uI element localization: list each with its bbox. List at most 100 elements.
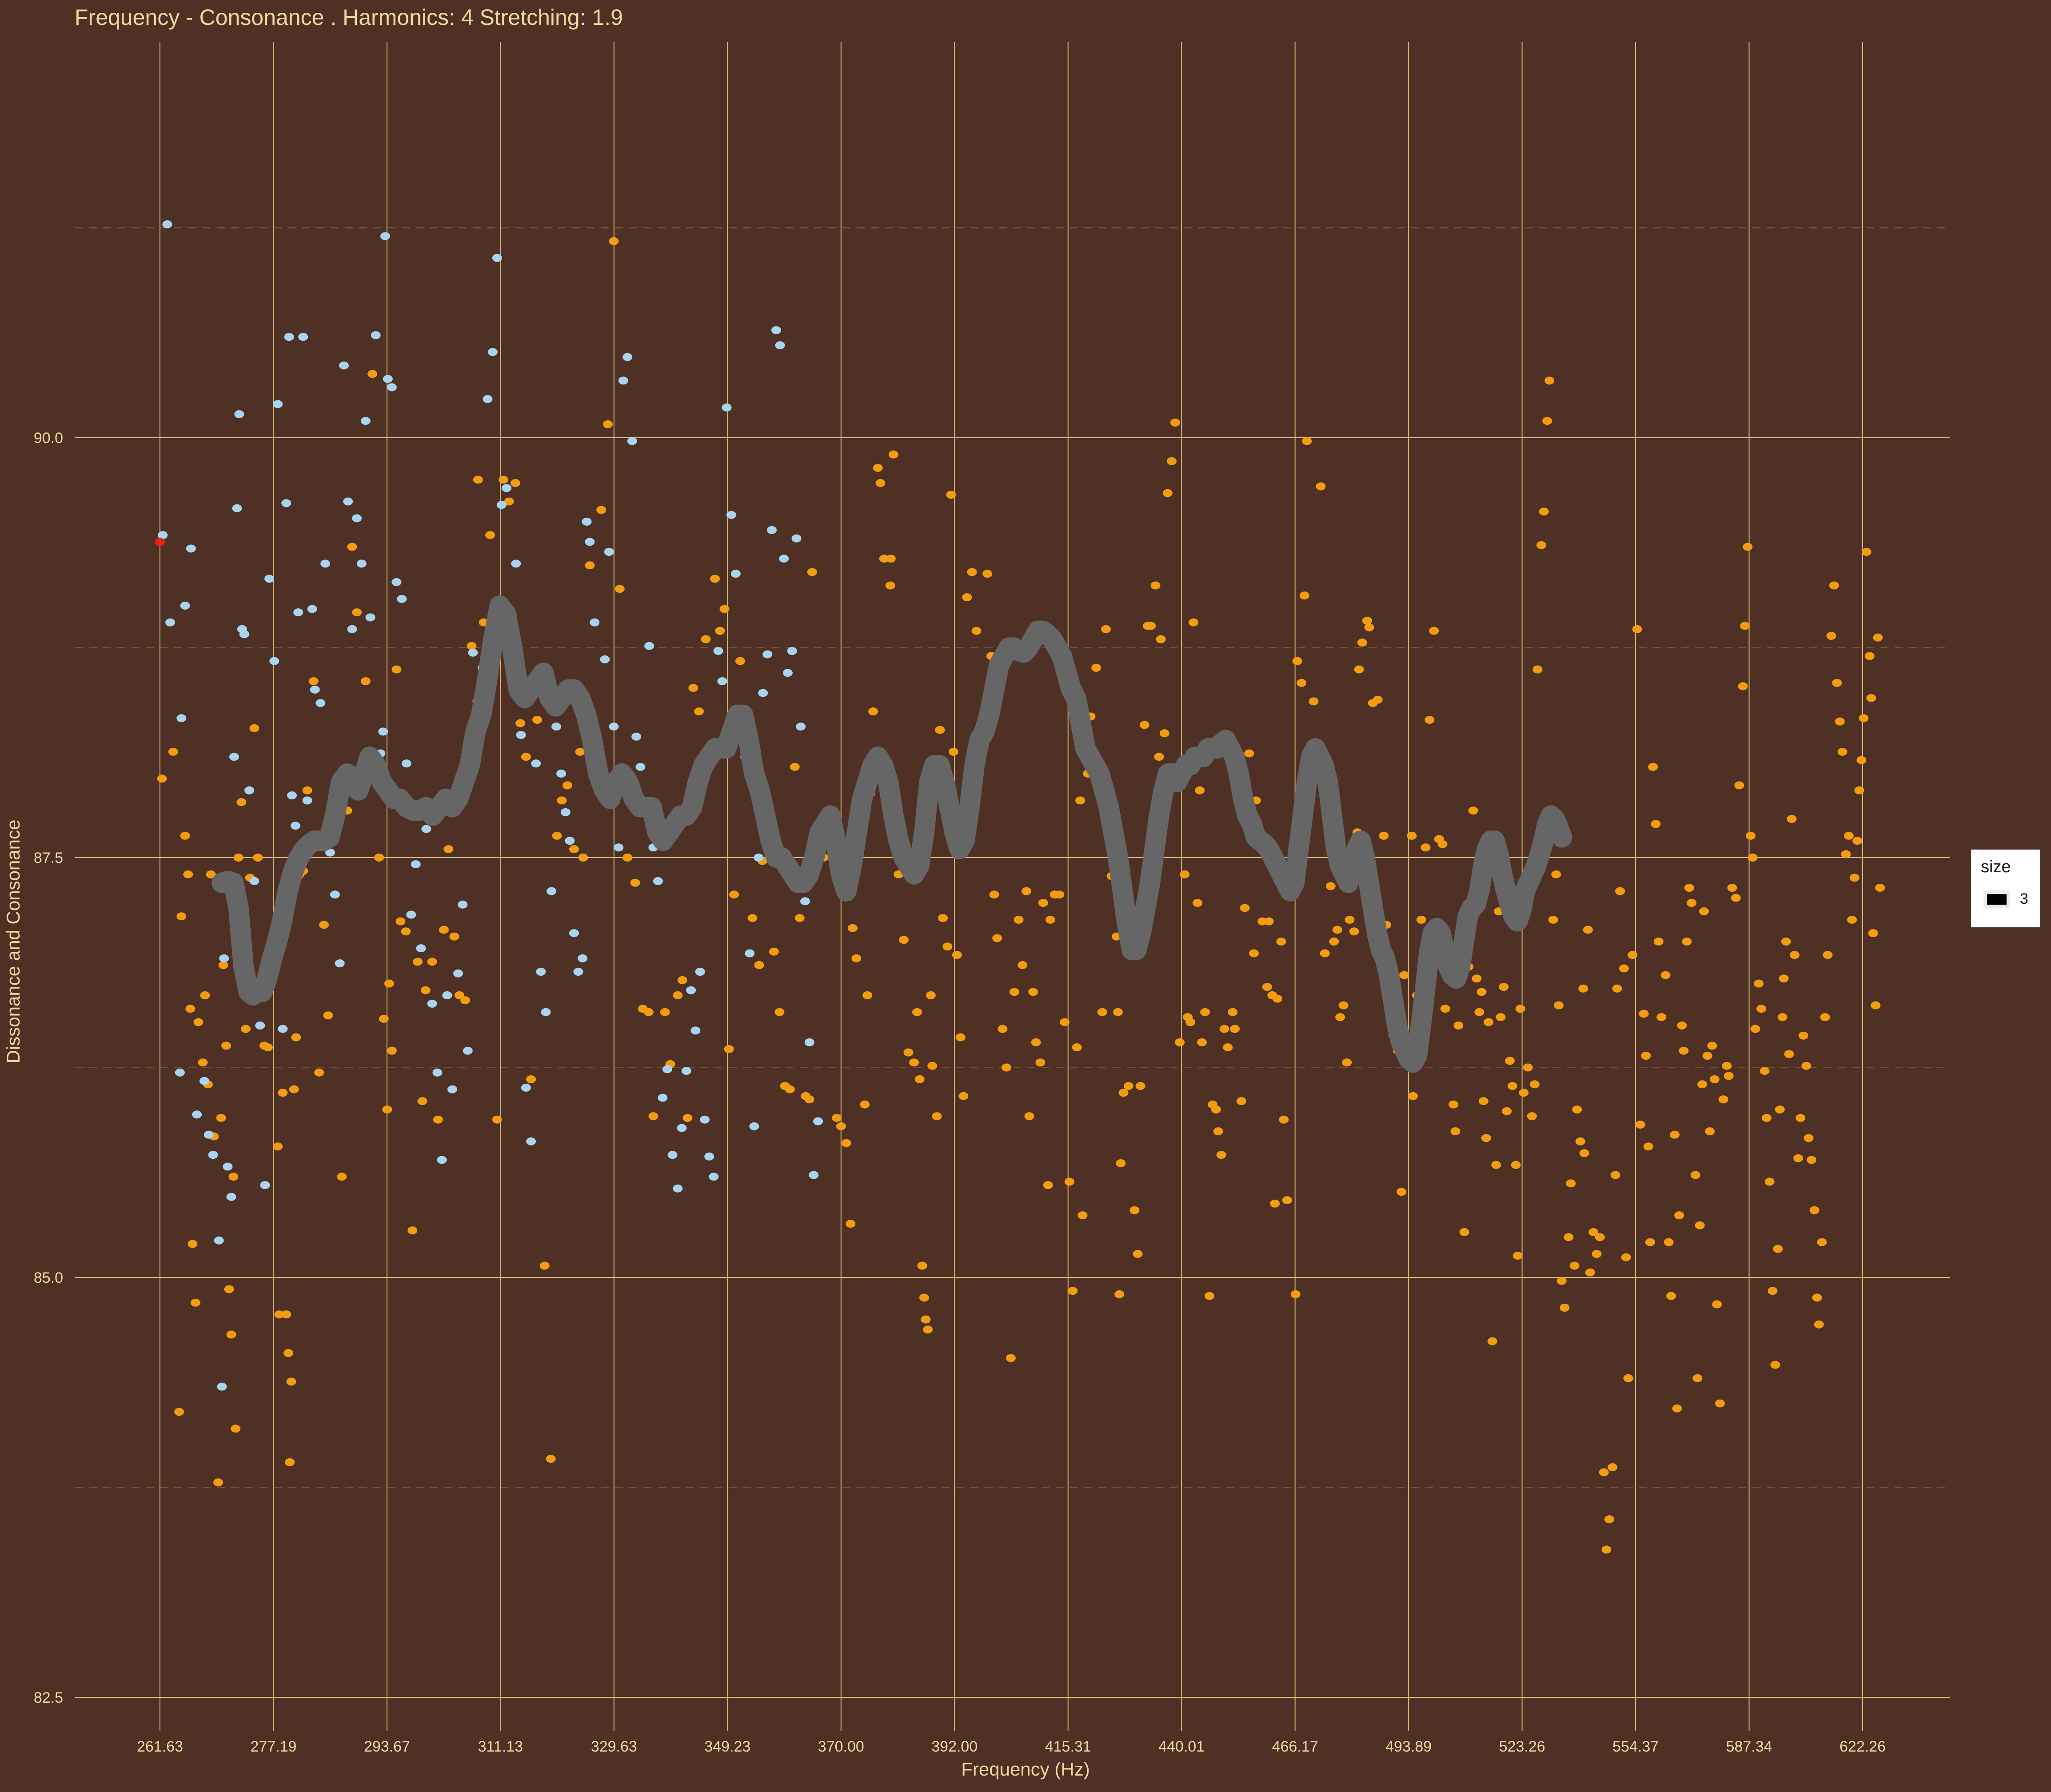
data-point-blue	[380, 232, 390, 240]
data-point-orange	[1746, 831, 1756, 840]
data-point-orange	[1185, 1018, 1196, 1026]
data-point-orange	[1859, 714, 1869, 722]
data-point-orange	[1674, 1211, 1684, 1220]
data-point-orange	[1672, 1404, 1682, 1413]
data-point-blue	[541, 1008, 551, 1016]
data-point-orange	[473, 475, 483, 484]
data-point-orange	[1532, 665, 1543, 674]
data-point-orange	[1425, 716, 1435, 724]
data-point-orange	[1653, 938, 1664, 946]
data-point-orange	[1189, 618, 1199, 627]
data-point-blue	[758, 689, 768, 697]
data-point-blue	[690, 1026, 701, 1035]
data-point-orange	[1702, 1052, 1712, 1060]
data-point-orange	[942, 942, 953, 951]
data-point-orange	[427, 958, 437, 966]
data-point-orange	[360, 677, 371, 686]
data-point-orange	[439, 926, 449, 934]
data-point-orange	[1666, 1292, 1676, 1300]
data-point-orange	[575, 747, 585, 756]
data-point-orange	[1738, 682, 1748, 690]
data-point-orange	[218, 961, 228, 969]
data-point-blue	[569, 929, 579, 938]
data-point-orange	[1197, 1038, 1207, 1046]
data-point-orange	[308, 677, 319, 686]
data-point-blue	[614, 843, 624, 852]
data-point-orange	[1450, 1127, 1460, 1136]
data-point-blue	[516, 731, 526, 739]
data-point-blue	[269, 657, 279, 665]
data-point-orange	[443, 845, 454, 854]
data-point-orange	[1116, 1159, 1126, 1167]
data-point-orange	[1781, 938, 1791, 946]
data-point-blue	[681, 1067, 691, 1075]
data-point-orange	[1244, 749, 1254, 758]
data-point-orange	[499, 475, 509, 484]
trend-line	[211, 595, 1572, 1073]
data-point-orange	[754, 961, 764, 969]
data-point-orange	[1592, 1250, 1602, 1258]
data-point-blue	[298, 333, 308, 341]
data-point-orange	[1871, 1001, 1881, 1010]
data-point-orange	[1329, 938, 1339, 946]
data-point-orange	[253, 854, 263, 862]
data-point-orange	[1823, 951, 1833, 959]
y-tick-label: 90.0	[34, 430, 63, 447]
data-point-orange	[1612, 984, 1622, 993]
trend-line-layer	[211, 595, 1572, 1073]
data-point-orange	[367, 370, 378, 378]
data-point-orange	[1707, 1042, 1717, 1050]
data-point-blue	[458, 900, 468, 909]
data-point-orange	[391, 665, 402, 674]
data-point-orange	[1585, 1268, 1595, 1277]
data-point-orange	[1724, 1072, 1734, 1080]
data-point-orange	[1554, 1001, 1564, 1010]
data-point-blue	[330, 890, 340, 899]
data-point-blue	[713, 647, 723, 655]
data-point-orange	[1236, 1097, 1246, 1106]
data-point-blue	[635, 762, 646, 771]
data-point-blue	[536, 968, 546, 976]
data-point-orange	[1240, 904, 1250, 912]
data-point-blue	[526, 1137, 536, 1145]
data-point-blue	[437, 1156, 447, 1164]
data-point-orange	[1354, 665, 1364, 674]
data-point-blue	[531, 759, 541, 768]
data-point-orange	[682, 1114, 693, 1122]
data-point-orange	[286, 1377, 296, 1386]
data-point-orange	[909, 1058, 919, 1067]
x-tick-label: 277.19	[251, 1738, 297, 1755]
data-point-blue	[796, 722, 806, 731]
data-point-orange	[1731, 894, 1741, 902]
data-point-blue	[199, 1077, 209, 1085]
data-point-blue	[273, 400, 283, 408]
data-point-orange	[1150, 581, 1161, 590]
data-point-orange	[630, 878, 640, 887]
data-point-blue	[622, 353, 633, 361]
data-point-blue	[432, 1068, 443, 1077]
data-point-orange	[188, 1240, 198, 1248]
data-point-blue	[582, 518, 592, 526]
data-point-orange	[449, 932, 459, 941]
data-point-blue	[585, 538, 595, 546]
data-point-orange	[1193, 899, 1203, 907]
data-point-orange	[1077, 1211, 1088, 1220]
legend-title: size	[1981, 858, 2011, 876]
data-point-orange	[622, 854, 633, 862]
data-point-orange	[1437, 840, 1448, 848]
data-point-blue	[521, 1083, 531, 1092]
data-point-orange	[176, 912, 187, 921]
data-point-orange	[1216, 1151, 1226, 1159]
data-point-orange	[1408, 1092, 1418, 1100]
data-point-orange	[1820, 1013, 1830, 1022]
data-point-orange	[1841, 850, 1851, 858]
data-point-orange	[1832, 678, 1842, 687]
data-point-orange	[919, 1293, 929, 1302]
data-point-orange	[1014, 915, 1024, 924]
data-point-orange	[1623, 1374, 1633, 1382]
data-point-blue	[239, 630, 249, 639]
data-point-orange	[1519, 1089, 1529, 1097]
data-point-blue	[730, 570, 741, 578]
data-point-orange	[1679, 1046, 1689, 1055]
data-point-blue	[427, 999, 437, 1008]
